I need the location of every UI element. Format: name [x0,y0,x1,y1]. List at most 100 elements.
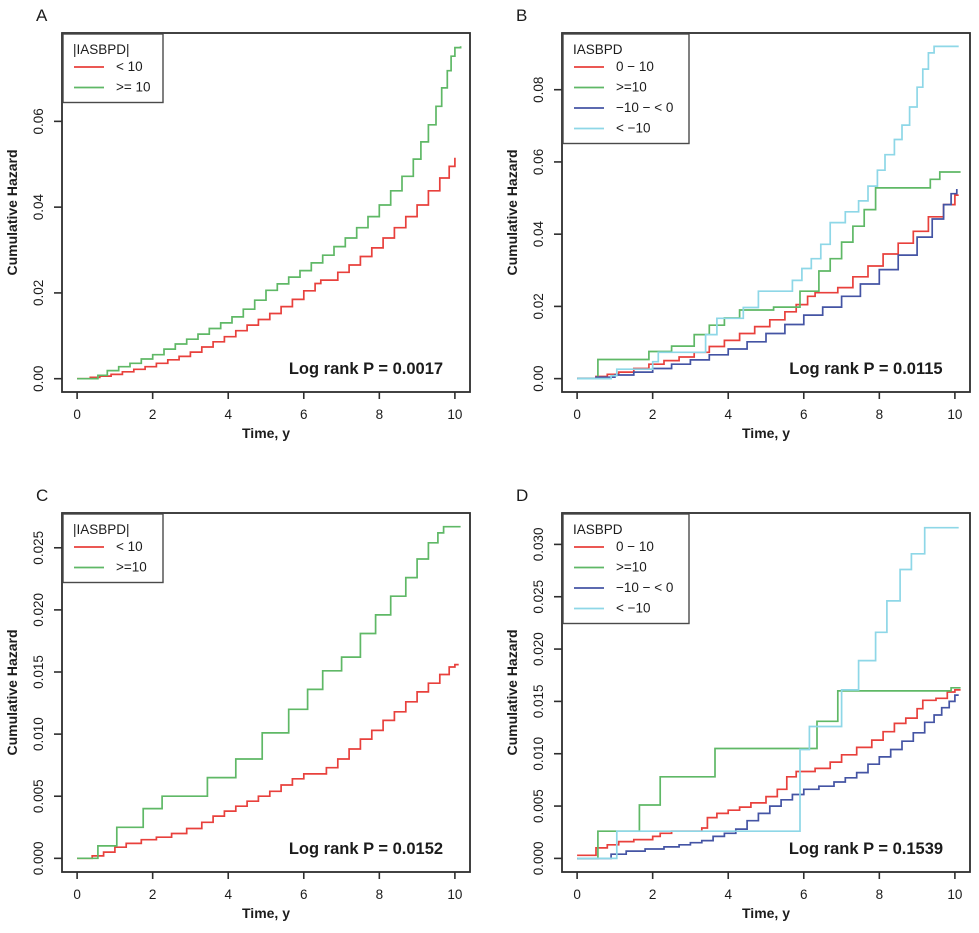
x-tick-label: 0 [573,407,581,422]
series-line-blue [577,694,959,860]
y-tick-label: 0.020 [31,593,46,627]
series-line-green [577,686,961,860]
panel-C: C 0 2 4 6 8 10 0.000 0.005 0.010 0.015 0.020 0.025 Ti… [4,486,471,921]
series-line-green [77,46,462,380]
x-tick-label: 10 [447,407,462,422]
y-axis-label: Cumulative Hazard [4,629,20,755]
panel-letter: B [516,6,527,25]
y-tick-label: 0.04 [531,221,546,248]
x-tick-label: 2 [649,887,657,902]
legend-title: |IASBPD| [73,522,130,537]
legend-title: IASBPD [573,522,623,537]
legend-box [562,513,690,625]
y-tick-label: 0.030 [531,528,546,562]
x-axis-label: Time, y [242,905,290,921]
x-tick-label: 4 [224,407,232,422]
x-tick-label: 8 [876,887,884,902]
x-tick-label: 6 [800,407,808,422]
x-tick-label: 2 [649,407,657,422]
legend-label: >=10 [116,560,147,575]
y-tick-label: 0.015 [531,684,546,718]
y-tick-label: 0.000 [31,841,46,875]
legend-label: < 10 [116,59,143,74]
log-rank-annotation: Log rank P = 0.0017 [289,360,443,378]
x-tick-label: 6 [300,887,308,902]
x-tick-label: 4 [724,887,732,902]
y-tick-label: 0.005 [531,789,546,823]
y-tick-label: 0.010 [531,737,546,771]
plot-frame [561,512,971,873]
x-tick-label: 0 [73,407,81,422]
x-tick-label: 10 [947,407,962,422]
log-rank-annotation: Log rank P = 0.0152 [289,840,443,858]
plot-frame [561,32,971,393]
legend-label: < −10 [616,601,651,616]
plot-frame [61,512,471,873]
panel-D: D 0 2 4 6 8 10 0.000 0.005 0.010 0.015 0.020 0.025 0.… [504,486,971,921]
legend-label: >=10 [616,80,647,95]
x-tick-label: 8 [376,887,384,902]
x-tick-label: 4 [224,887,232,902]
log-rank-annotation: Log rank P = 0.1539 [789,840,943,858]
panel-B: B 0 2 4 6 8 10 0.00 0.02 0.04 0.06 0.08 Time, y Cumul… [504,6,971,441]
series-line-cyan [577,526,959,860]
legend-label: >=10 [616,560,647,575]
series-line-blue [577,189,958,380]
y-tick-label: 0.00 [31,366,46,392]
legend-label: 0 − 10 [616,539,654,554]
x-tick-label: 10 [947,887,962,902]
x-axis-label: Time, y [742,905,790,921]
legend-title: |IASBPD| [73,42,130,57]
y-tick-label: 0.06 [531,149,546,175]
log-rank-annotation: Log rank P = 0.0115 [789,360,942,378]
x-tick-label: 10 [447,887,462,902]
legend-box [62,33,164,104]
legend: |IASBPD| < 10 >= 10 [62,33,164,104]
panel-letter: C [36,486,48,505]
plot-frame [61,32,471,393]
x-tick-label: 8 [876,407,884,422]
series-line-red [77,663,459,860]
y-axis-label: Cumulative Hazard [4,149,20,275]
series-line-red [577,689,961,857]
y-tick-label: 0.005 [31,779,46,813]
y-tick-label: 0.02 [31,280,46,306]
y-tick-label: 0.08 [531,77,546,103]
y-tick-label: 0.06 [31,108,46,134]
legend-label: −10 − < 0 [616,580,673,595]
y-tick-label: 0.025 [31,531,46,565]
legend-title: IASBPD [573,42,623,57]
legend-label: < −10 [616,121,651,136]
legend-box [62,513,164,584]
x-tick-label: 0 [573,887,581,902]
x-tick-label: 4 [724,407,732,422]
x-tick-label: 2 [149,887,157,902]
y-tick-label: 0.020 [531,632,546,666]
y-tick-label: 0.010 [31,717,46,751]
y-tick-label: 0.00 [531,365,546,391]
legend-label: −10 − < 0 [616,100,673,115]
y-tick-label: 0.025 [531,580,546,614]
series-line-red [577,194,959,380]
y-tick-label: 0.000 [531,841,546,875]
legend: IASBPD 0 − 10 >=10 −10 − < 0 < −10 [562,33,690,145]
x-tick-label: 8 [376,407,384,422]
y-axis-label: Cumulative Hazard [504,149,520,275]
y-tick-label: 0.04 [31,194,46,221]
legend-label: 0 − 10 [616,59,654,74]
x-tick-label: 6 [800,887,808,902]
series-line-green [577,171,961,380]
y-tick-label: 0.015 [31,655,46,689]
y-tick-label: 0.02 [531,293,546,319]
x-tick-label: 2 [149,407,157,422]
legend: |IASBPD| < 10 >=10 [62,513,164,584]
series-line-red [77,157,456,380]
panel-letter: D [516,486,528,505]
series-line-green [77,525,461,860]
x-tick-label: 6 [300,407,308,422]
x-axis-label: Time, y [242,425,290,441]
legend-box [562,33,690,145]
y-axis-label: Cumulative Hazard [504,629,520,755]
